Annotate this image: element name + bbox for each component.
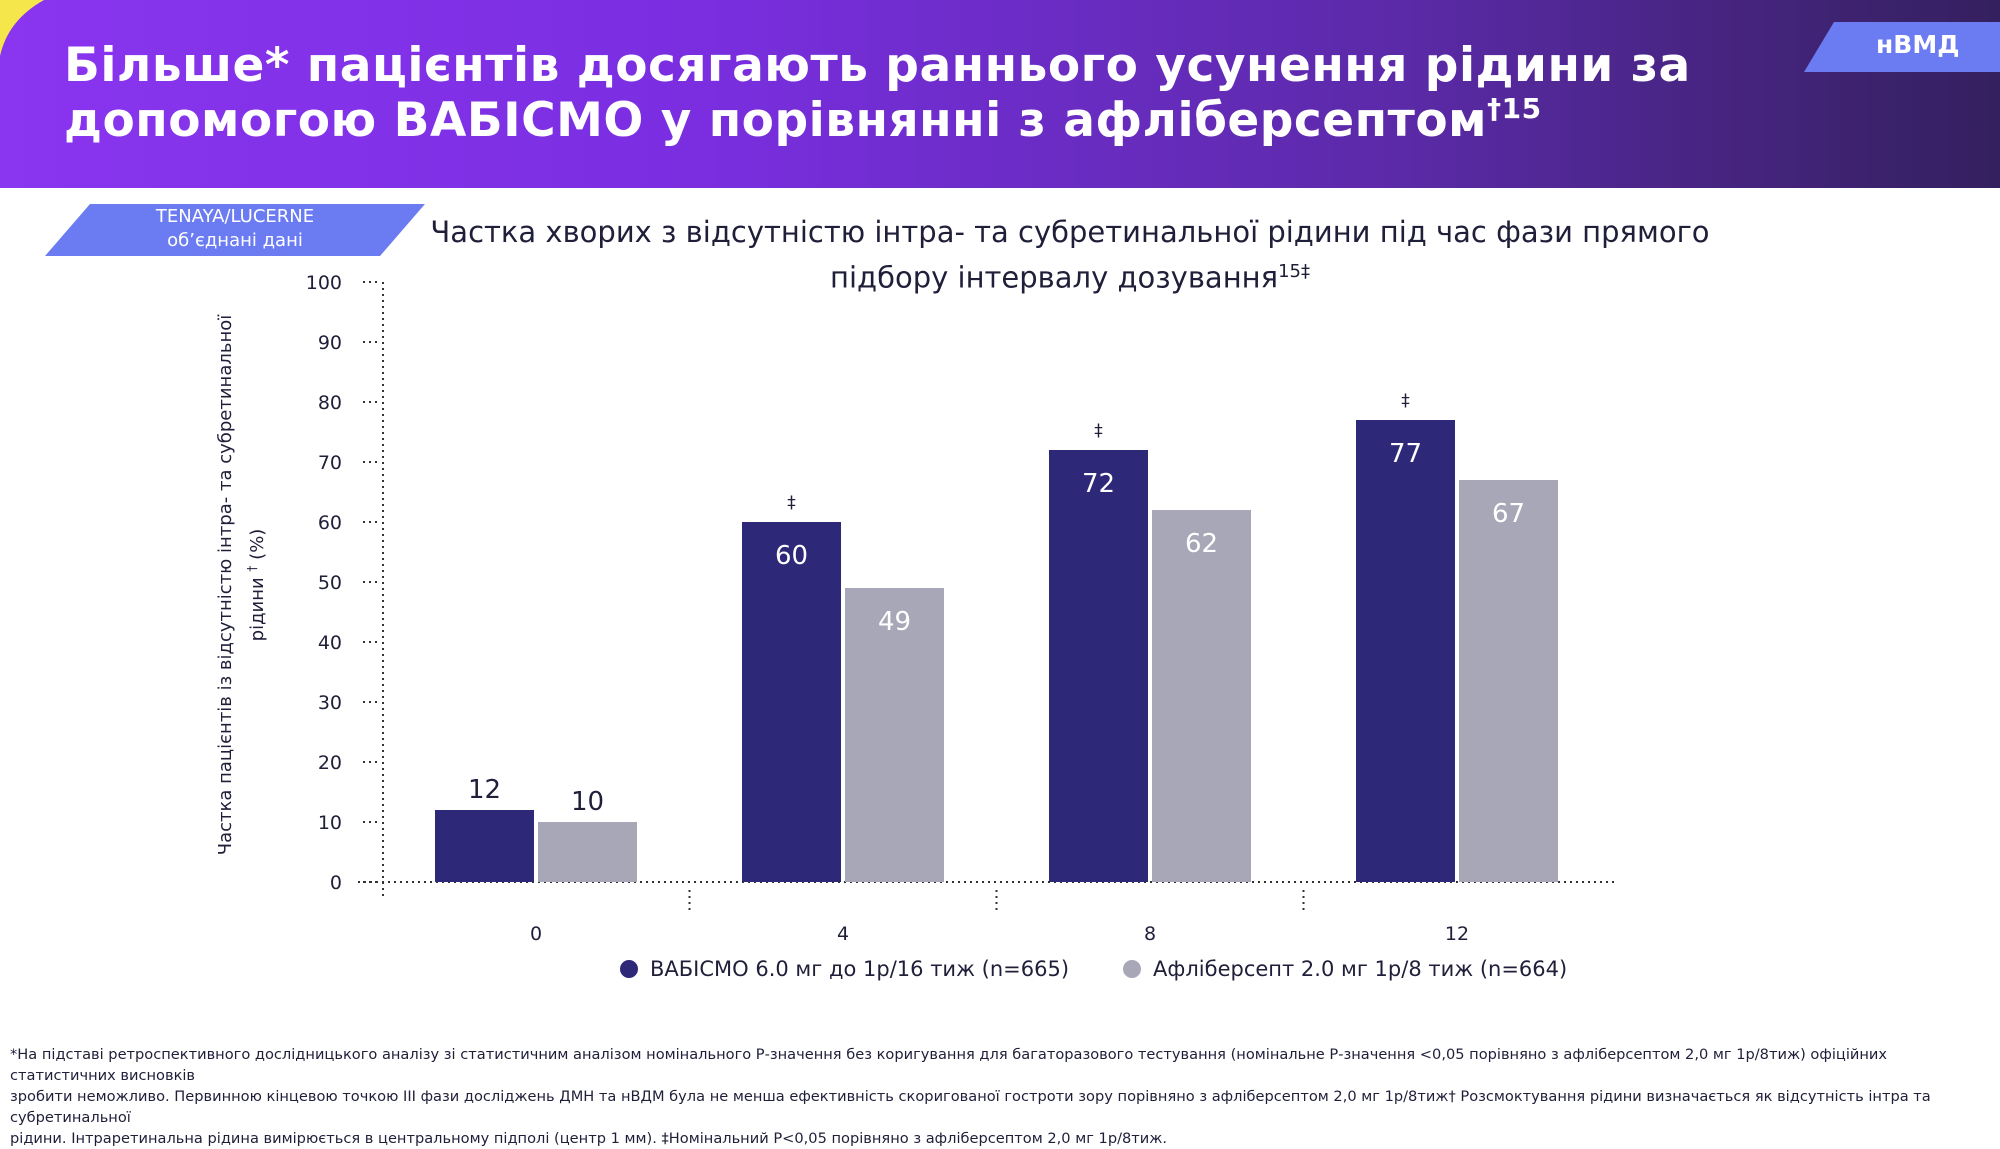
significance-mark: ‡ bbox=[1094, 421, 1103, 441]
title-footnote-mark: †15 bbox=[1487, 92, 1542, 125]
chart-title-line2: підбору інтервалу дозування15‡ bbox=[830, 260, 1310, 295]
footnote-line1: *На підставі ретроспективного дослідниць… bbox=[10, 1046, 1888, 1084]
legend-marker-aflibercept bbox=[1123, 960, 1142, 978]
header-banner: Більше* пацієнтів досягають раннього усу… bbox=[0, 0, 2000, 188]
study-tag-line1: TENAYA/LUCERNE bbox=[155, 206, 315, 227]
y-tick-label: 80 bbox=[318, 392, 342, 414]
legend-item-vabysmo: ВАБІСМО 6.0 мг до 1р/16 тиж (n=665) bbox=[620, 957, 1069, 981]
bar-value-label: 10 bbox=[571, 787, 604, 817]
bar-chart: 0 10 20 30 40 50 60 70 80 90 100 0 12 10 4 60 49 ‡ 8 72 62 ‡ 1… bbox=[306, 272, 1615, 945]
bar-vabysmo bbox=[742, 522, 841, 882]
y-tick-label: 0 bbox=[330, 872, 342, 894]
legend-label-vabysmo: ВАБІСМО 6.0 мг до 1р/16 тиж (n=665) bbox=[650, 957, 1070, 981]
region-tag-shape bbox=[1804, 22, 2000, 72]
bar-vabysmo bbox=[1049, 450, 1148, 882]
legend-item-aflibercept: Афліберсепт 2.0 мг 1р/8 тиж (n=664) bbox=[1123, 957, 1567, 981]
bar-aflibercept bbox=[538, 822, 637, 882]
region-tag-label: нВМД bbox=[1876, 30, 1960, 59]
bar-value-label: 77 bbox=[1389, 439, 1422, 469]
region-tag bbox=[1804, 22, 2000, 72]
bar-aflibercept bbox=[845, 588, 944, 882]
x-tick-label: 4 bbox=[837, 923, 849, 945]
chart-title-line1: Частка хворих з відсутністю інтра- та су… bbox=[430, 215, 1710, 249]
legend-marker-vabysmo bbox=[620, 960, 638, 978]
bar-value-label: 60 bbox=[775, 541, 808, 571]
chart-legend: ВАБІСМО 6.0 мг до 1р/16 тиж (n=665) Афлі… bbox=[620, 953, 1621, 985]
bar-value-label: 72 bbox=[1082, 469, 1115, 499]
page-title-line2: допомогою ВАБІСМО у порівнянні з афлібер… bbox=[64, 92, 1542, 148]
legend-label-aflibercept: Афліберсепт 2.0 мг 1р/8 тиж (n=664) bbox=[1153, 957, 1568, 981]
y-tick-label: 100 bbox=[306, 272, 342, 294]
y-tick-label: 40 bbox=[318, 632, 342, 654]
y-tick-label: 10 bbox=[318, 812, 342, 834]
y-tick-label: 50 bbox=[318, 572, 342, 594]
bar-vabysmo bbox=[435, 810, 534, 882]
chart-title: Частка хворих з відсутністю інтра- та су… bbox=[400, 212, 1740, 298]
footnote: *На підставі ретроспективного дослідниць… bbox=[10, 1044, 1985, 1149]
y-tick-label: 20 bbox=[318, 752, 342, 774]
y-tick-label: 90 bbox=[318, 332, 342, 354]
study-tag-line2: об’єднані дані bbox=[167, 230, 303, 251]
chart-title-footnote-mark: 15‡ bbox=[1278, 261, 1310, 282]
page-title-line1: Більше* пацієнтів досягають раннього усу… bbox=[64, 38, 1691, 93]
x-tick-label: 8 bbox=[1144, 923, 1156, 945]
bar-value-label: 12 bbox=[468, 775, 501, 805]
bar-aflibercept bbox=[1152, 510, 1251, 882]
bar-value-label: 62 bbox=[1185, 529, 1218, 559]
y-tick-label: 30 bbox=[318, 692, 342, 714]
x-tick-label: 0 bbox=[530, 923, 542, 945]
bar-vabysmo bbox=[1356, 420, 1455, 882]
significance-mark: ‡ bbox=[1401, 391, 1410, 411]
y-tick-label: 60 bbox=[318, 512, 342, 534]
bar-value-label: 67 bbox=[1492, 499, 1525, 529]
footnote-line3: рідини. Інтраретинальна рідина вимірюєть… bbox=[10, 1130, 1168, 1147]
bar-aflibercept bbox=[1459, 480, 1558, 882]
study-tag: TENAYA/LUCERNE об’єднані дані bbox=[45, 204, 425, 256]
bar-value-label: 49 bbox=[878, 607, 911, 637]
yellow-corner-accent bbox=[0, 0, 44, 56]
footnote-line2: зробити неможливо. Первинною кінцевою то… bbox=[10, 1088, 1931, 1126]
y-tick-label: 70 bbox=[318, 452, 342, 474]
significance-mark: ‡ bbox=[787, 493, 796, 513]
study-tag-shape bbox=[45, 204, 425, 256]
x-tick-label: 12 bbox=[1445, 923, 1469, 945]
